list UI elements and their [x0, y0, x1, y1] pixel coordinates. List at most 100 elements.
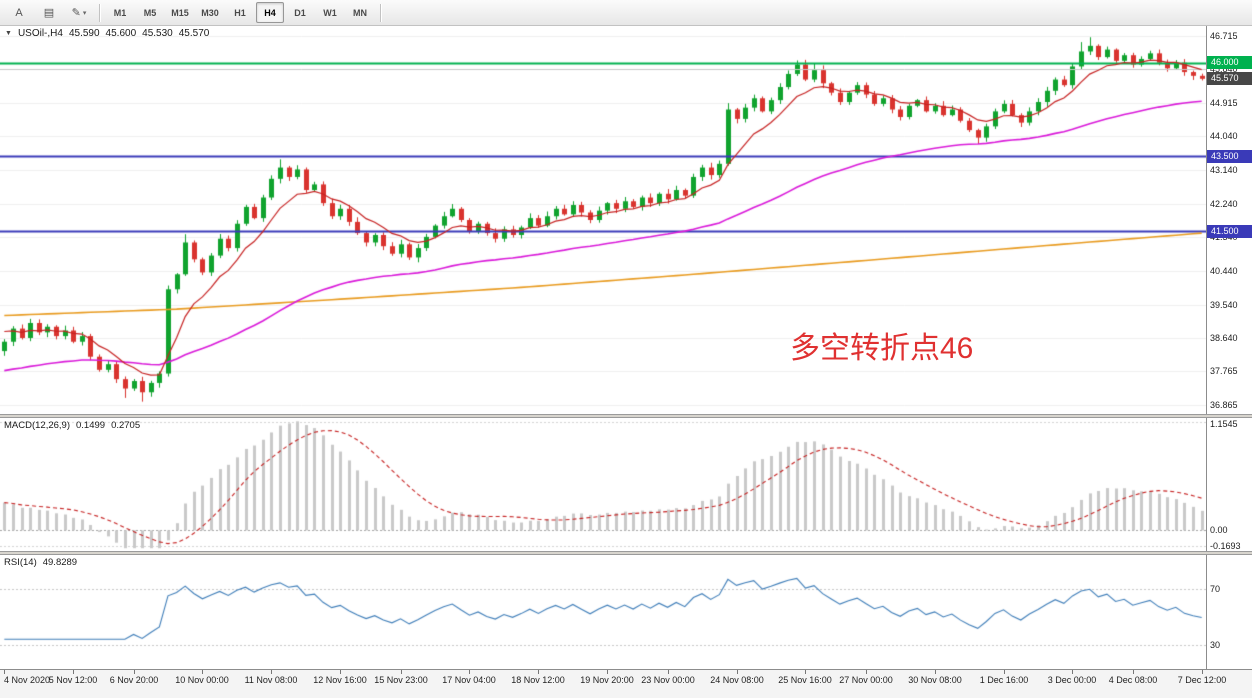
ohlc-low-value: 45.530: [142, 28, 173, 39]
time-tick: [1202, 670, 1203, 674]
time-axis-label: 11 Nov 08:00: [244, 675, 298, 685]
axis-label: 43.140: [1210, 164, 1238, 175]
time-tick: [1072, 670, 1073, 674]
macd-signal-value: 0.2705: [111, 420, 141, 431]
axis-label: 40.440: [1210, 265, 1238, 276]
time-tick: [866, 670, 867, 674]
toolbar-separator: [380, 3, 381, 22]
time-axis-label: 10 Nov 00:00: [175, 675, 229, 685]
axis-label: 0.00: [1210, 525, 1228, 536]
main-chart-pane: ▼ USOil-,H4 45.590 45.600 45.530 45.570 …: [0, 26, 1206, 414]
pencil-icon: ✎: [71, 7, 81, 19]
axis-label: 44.915: [1210, 98, 1238, 109]
time-tick: [1004, 670, 1005, 674]
axis-label: 1.1545: [1210, 419, 1238, 429]
macd-name: MACD(12,26,9): [4, 420, 70, 431]
time-axis-label: 17 Nov 04:00: [442, 675, 496, 685]
time-axis-label: 4 Dec 08:00: [1108, 675, 1158, 685]
macd-pane: MACD(12,26,9) 0.1499 0.2705: [0, 418, 1206, 551]
chart-legend: ▼ USOil-,H4 45.590 45.600 45.530 45.570: [5, 28, 209, 39]
axis-label: 70: [1210, 583, 1221, 594]
chart-annotation-text[interactable]: 多空转折点46: [790, 332, 974, 365]
time-tick: [271, 670, 272, 674]
macd-main-value: 0.1499: [76, 420, 106, 431]
axis-label: 44.040: [1210, 131, 1238, 142]
price-tag: 43.500: [1207, 149, 1252, 163]
time-axis-label: 23 Nov 00:00: [641, 675, 695, 685]
chart-window: ▼ USOil-,H4 45.590 45.600 45.530 45.570 …: [0, 26, 1252, 698]
time-tick: [401, 670, 402, 674]
axis-label: 42.240: [1210, 198, 1238, 209]
objects-dropdown-button[interactable]: ✎ ▾: [65, 2, 93, 23]
toolbar-separator: [99, 3, 100, 22]
time-tick: [340, 670, 341, 674]
ohlc-close-value: 45.570: [178, 28, 210, 39]
timeframe-button-m1[interactable]: M1: [113, 7, 127, 18]
price-tag: 46.000: [1207, 56, 1252, 70]
time-tick: [134, 670, 135, 674]
time-axis-label: 12 Nov 16:00: [313, 675, 367, 685]
template-icon: ▤: [43, 7, 55, 19]
time-axis-label: 6 Nov 20:00: [109, 675, 159, 685]
time-axis-label: 18 Nov 12:00: [511, 675, 565, 685]
timeframe-button-w1[interactable]: W1: [323, 7, 337, 18]
timeframe-button-m5[interactable]: M5: [143, 7, 157, 18]
macd-label: MACD(12,26,9) 0.1499 0.2705: [4, 420, 140, 431]
axis-label: 30: [1210, 640, 1221, 651]
axis-label: 46.715: [1210, 30, 1238, 41]
axis-label: 36.865: [1210, 399, 1238, 410]
price-tag: 41.500: [1207, 224, 1252, 238]
ohlc-high-value: 45.600: [105, 28, 137, 39]
macd-axis[interactable]: 1.1545 0.00 -0.1693: [1206, 418, 1252, 551]
time-axis-label: 3 Dec 00:00: [1047, 675, 1097, 685]
time-tick: [805, 670, 806, 674]
rsi-name: RSI(14): [4, 557, 37, 568]
time-axis-label: 7 Dec 12:00: [1177, 675, 1227, 685]
time-tick: [935, 670, 936, 674]
axis-label: 38.640: [1210, 333, 1238, 344]
rsi-canvas[interactable]: [0, 555, 1206, 669]
macd-canvas[interactable]: [0, 418, 1206, 551]
time-tick: [668, 670, 669, 674]
price-axis[interactable]: 46.71545.84044.91544.04043.14042.24041.3…: [1206, 26, 1252, 414]
time-tick: [202, 670, 203, 674]
timeframe-button-d1[interactable]: D1: [294, 7, 306, 18]
axis-label: 37.765: [1210, 366, 1238, 377]
toolbar: A ▤ ✎ ▾ M1 M5 M15 M30 H1 H4 D1 W1 MN: [0, 0, 1252, 26]
rsi-value: 49.8289: [42, 557, 78, 568]
text-tool-button[interactable]: A: [15, 6, 23, 19]
axis-label: -0.1693: [1210, 541, 1241, 551]
timeframe-button-m30[interactable]: M30: [201, 7, 219, 18]
pane-divider[interactable]: [0, 414, 1252, 418]
main-chart-canvas[interactable]: [0, 26, 1206, 414]
time-axis-label: 15 Nov 23:00: [374, 675, 428, 685]
pane-divider[interactable]: [0, 551, 1252, 555]
rsi-label: RSI(14) 49.8289: [4, 557, 77, 568]
axis-label: 39.540: [1210, 299, 1238, 310]
template-button[interactable]: ▤: [35, 2, 63, 23]
time-axis[interactable]: 4 Nov 2020 5 Nov 12:00 6 Nov 20:00 10 Nov 0…: [0, 669, 1252, 698]
time-tick: [469, 670, 470, 674]
time-axis-label: 5 Nov 12:00: [48, 675, 98, 685]
timeframe-button-mn[interactable]: MN: [353, 7, 367, 18]
time-axis-label: 24 Nov 08:00: [710, 675, 764, 685]
price-tag: 45.570: [1207, 72, 1252, 86]
time-axis-label: 19 Nov 20:00: [580, 675, 634, 685]
time-axis-label: 1 Dec 16:00: [979, 675, 1029, 685]
timeframe-button-h1[interactable]: H1: [234, 7, 246, 18]
time-axis-label: 30 Nov 08:00: [908, 675, 962, 685]
timeframe-button-h4[interactable]: H4: [256, 2, 284, 23]
time-tick: [538, 670, 539, 674]
ohlc-open-value: 45.590: [68, 28, 100, 39]
rsi-pane: RSI(14) 49.8289: [0, 555, 1206, 669]
time-tick: [737, 670, 738, 674]
time-axis-label: 27 Nov 00:00: [839, 675, 893, 685]
rsi-axis[interactable]: 70 30: [1206, 555, 1252, 669]
timeframe-button-m15[interactable]: M15: [171, 7, 189, 18]
symbol-timeframe-label: USOil-,H4: [17, 28, 63, 39]
chevron-down-icon: ▾: [82, 9, 87, 17]
time-axis-label: 25 Nov 16:00: [778, 675, 832, 685]
time-tick: [73, 670, 74, 674]
time-tick: [1133, 670, 1134, 674]
collapse-arrow-icon[interactable]: ▼: [5, 30, 12, 37]
